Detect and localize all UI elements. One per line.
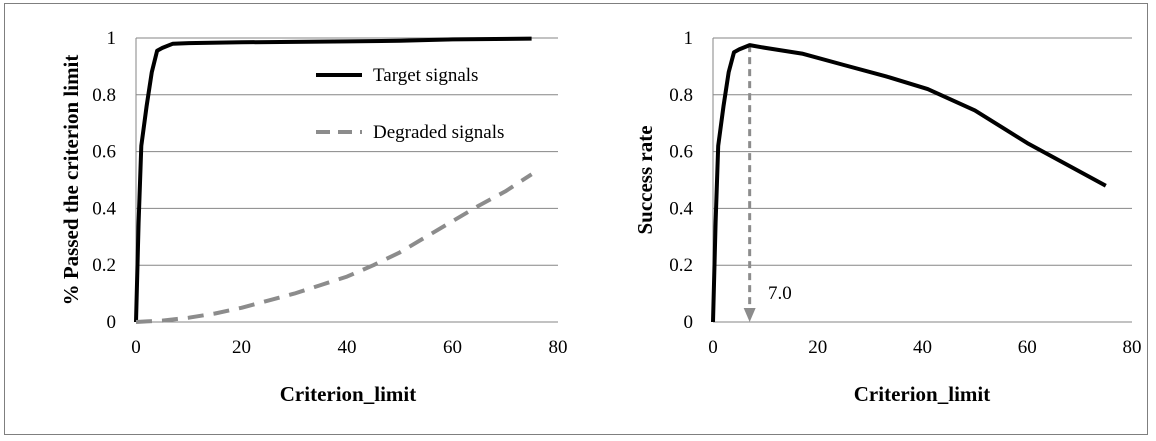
gridlines [712,37,1132,323]
x-tick-label: 20 [232,337,251,358]
legend-label-degraded-signals: Degraded signals [373,122,504,143]
legend: Target signals Degraded signals [316,65,504,143]
y-tick-label: 0.8 [92,85,116,106]
x-tick-label: 60 [1018,337,1037,358]
y-tick-label: 0.2 [92,255,116,276]
x-tick-label: 0 [708,337,718,358]
y-tick-label: 1 [107,28,117,49]
gridlines [135,37,558,323]
y-tick-label: 0.4 [92,198,116,219]
optimum-marker [743,45,756,322]
x-tick-label: 60 [443,337,462,358]
y-tick-label: 0.6 [92,142,116,163]
chart-passed-criterion: 0 0.2 0.4 0.6 0.8 1 0 20 40 60 80 Target signals … [59,28,568,406]
optimum-value-label: 7.0 [768,283,792,304]
y-tick-label: 0 [107,312,117,333]
y-tick-labels: 0 0.2 0.4 0.6 0.8 1 [92,28,116,333]
series-line-target-signals [134,36,532,323]
series-line [711,43,1107,323]
x-axis-label: Criterion_limit [854,382,990,406]
x-tick-label: 80 [549,337,568,358]
x-tick-label: 40 [338,337,357,358]
x-tick-labels: 0 20 40 60 80 [131,337,567,358]
series-lines [711,43,1107,323]
x-tick-label: 40 [913,337,932,358]
y-tick-label: 1 [684,28,694,49]
y-axis-label: Success rate [633,125,657,234]
y-tick-labels: 0 0.2 0.4 0.6 0.8 1 [669,28,693,333]
y-tick-label: 0.8 [669,85,693,106]
legend-label-target-signals: Target signals [373,65,478,86]
x-tick-label: 80 [1123,337,1142,358]
y-tick-label: 0.4 [669,198,693,219]
x-tick-label: 20 [808,337,827,358]
y-tick-label: 0.2 [669,255,693,276]
y-axis-label: % Passed the criterion limit [59,55,83,306]
series-line-degraded-signals [135,172,533,324]
series-lines [134,36,533,324]
y-tick-label: 0 [684,312,694,333]
figure-frame [4,3,1148,435]
chart-success-rate: 0 0.2 0.4 0.6 0.8 1 0 20 40 60 80 7.0 Criterion_l… [633,28,1142,406]
x-tick-labels: 0 20 40 60 80 [708,337,1141,358]
x-axis-label: Criterion_limit [280,382,416,406]
x-tick-label: 0 [131,337,141,358]
y-tick-label: 0.6 [669,142,693,163]
optimum-arrow-head [743,308,756,322]
